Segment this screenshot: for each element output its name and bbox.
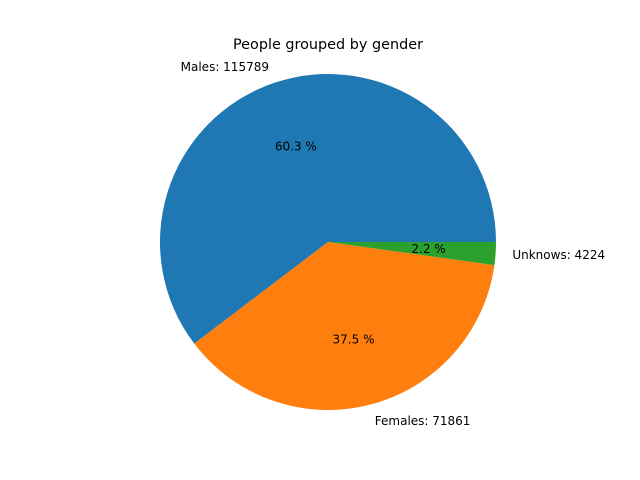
pie-slice-2 (328, 242, 496, 266)
pie-slice-0 (159, 74, 496, 344)
slice-category-label-1: Females: 71861 (375, 414, 471, 428)
slice-pct-label-0: 60.3 % (275, 139, 317, 153)
slice-category-label-0: Males: 115789 (181, 60, 269, 74)
pie-slices (159, 74, 496, 410)
slice-pct-label-2: 2.2 % (411, 242, 445, 256)
pie-slice-1 (194, 242, 495, 410)
pie-labels: 60.3 % Males: 115789 37.5 % Females: 71861 2… (181, 60, 605, 428)
slice-pct-label-1: 37.5 % (333, 333, 375, 347)
slice-category-label-2: Unknows: 4224 (512, 248, 605, 262)
chart-title: People grouped by gender (233, 37, 423, 53)
